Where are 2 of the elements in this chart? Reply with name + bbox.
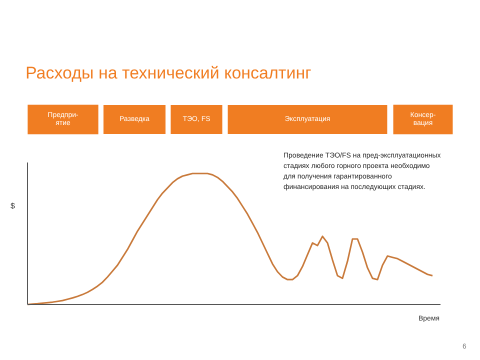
chart-title: Расходы на технический консалтинг xyxy=(26,64,312,82)
y-axis-title: $ xyxy=(10,202,16,210)
